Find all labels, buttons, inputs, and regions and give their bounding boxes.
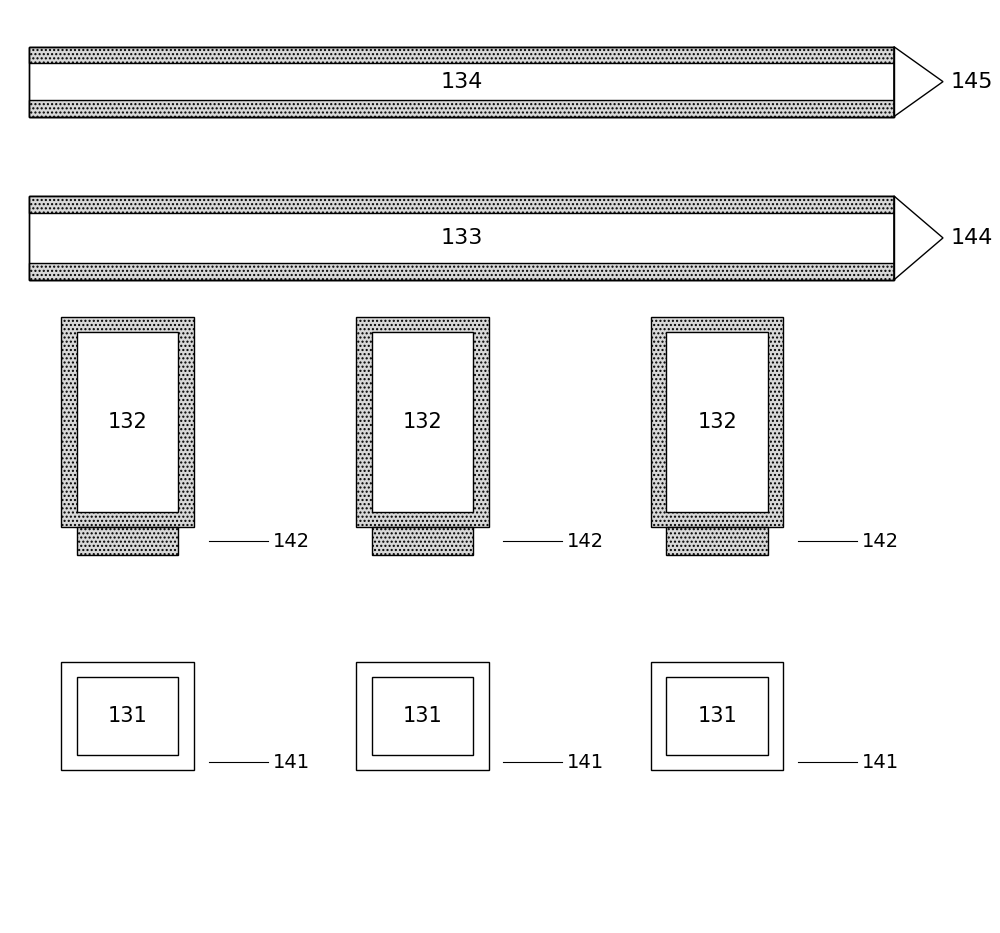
Text: 144: 144 xyxy=(951,228,993,248)
Bar xyxy=(61,317,194,527)
Bar xyxy=(61,662,194,770)
Text: 132: 132 xyxy=(697,412,737,432)
Text: 133: 133 xyxy=(440,228,483,248)
Bar xyxy=(29,196,894,280)
Bar xyxy=(77,527,178,555)
Text: 131: 131 xyxy=(403,706,442,726)
Bar xyxy=(29,263,894,280)
Bar xyxy=(666,527,768,555)
Bar xyxy=(356,317,489,527)
Bar xyxy=(77,677,178,755)
Text: 132: 132 xyxy=(403,412,442,432)
Bar xyxy=(77,332,178,512)
Bar xyxy=(651,662,783,770)
Text: 142: 142 xyxy=(862,532,899,550)
Text: 142: 142 xyxy=(273,532,310,550)
Bar xyxy=(666,332,768,512)
Bar xyxy=(29,196,894,280)
Bar xyxy=(29,47,894,117)
Bar xyxy=(666,677,768,755)
Text: 141: 141 xyxy=(273,753,310,772)
Bar xyxy=(651,317,783,527)
Text: 131: 131 xyxy=(108,706,148,726)
Bar xyxy=(29,47,894,117)
Bar xyxy=(29,47,894,63)
Bar xyxy=(29,100,894,117)
Text: 141: 141 xyxy=(862,753,899,772)
Bar xyxy=(372,527,473,555)
Bar xyxy=(356,662,489,770)
Bar xyxy=(372,677,473,755)
Text: 131: 131 xyxy=(697,706,737,726)
Text: 142: 142 xyxy=(567,532,604,550)
Text: 145: 145 xyxy=(951,72,993,91)
Polygon shape xyxy=(894,47,943,117)
Text: 141: 141 xyxy=(567,753,604,772)
Text: 134: 134 xyxy=(440,72,483,91)
Text: 132: 132 xyxy=(108,412,148,432)
Bar xyxy=(372,332,473,512)
Polygon shape xyxy=(894,196,943,280)
Bar xyxy=(29,196,894,213)
